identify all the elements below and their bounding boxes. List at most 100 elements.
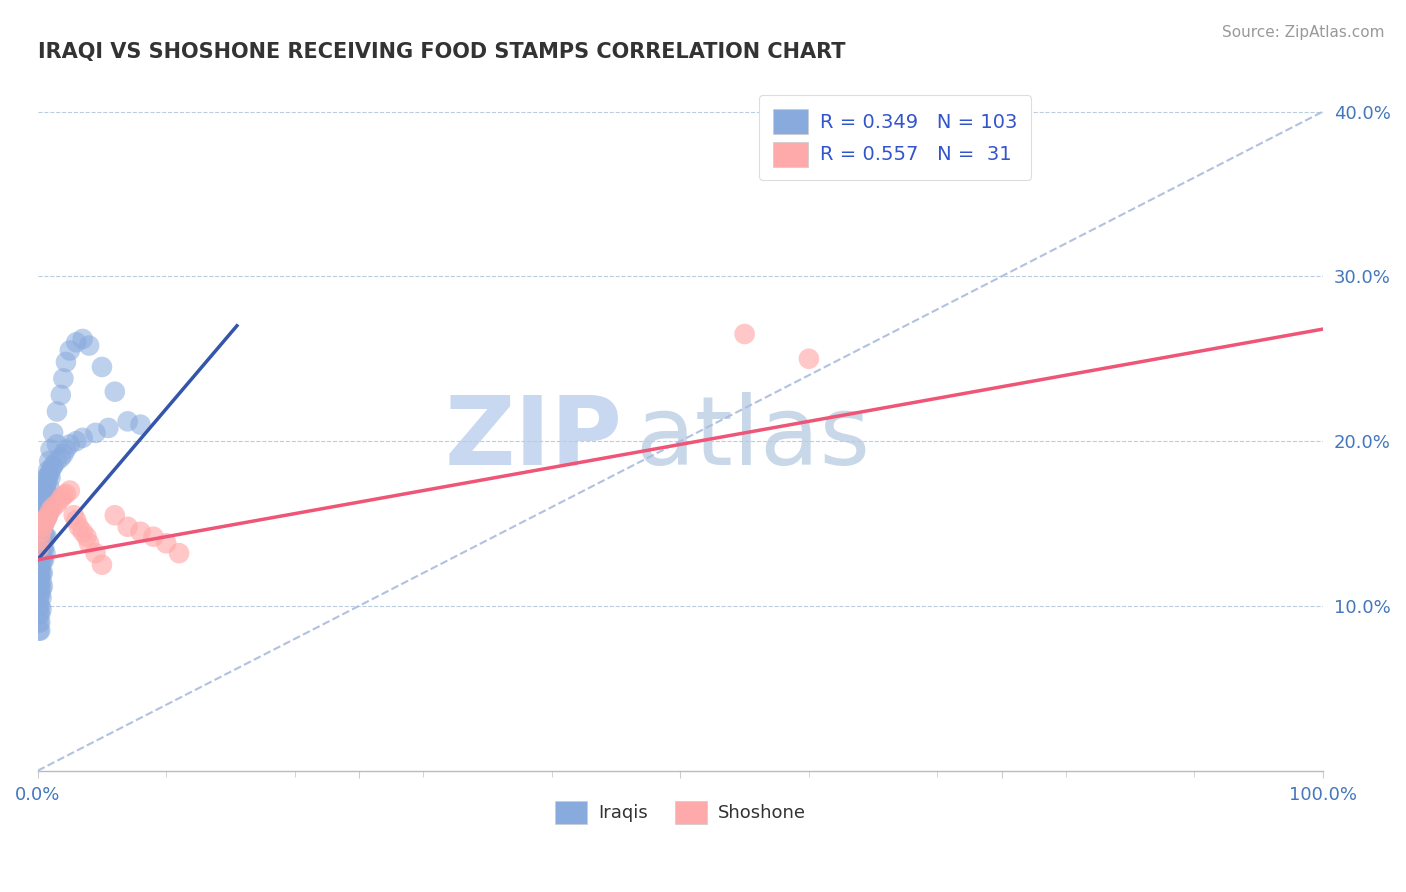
Point xyxy=(31,574,53,589)
Point xyxy=(32,503,55,517)
Point xyxy=(46,497,69,511)
Point xyxy=(28,558,51,572)
Point xyxy=(28,607,51,622)
Point xyxy=(67,520,90,534)
Point xyxy=(30,579,52,593)
Point xyxy=(31,536,53,550)
Point xyxy=(31,520,53,534)
Point xyxy=(30,607,52,622)
Point xyxy=(142,530,165,544)
Point xyxy=(31,524,53,539)
Point xyxy=(32,553,55,567)
Point xyxy=(28,582,51,597)
Point xyxy=(65,335,87,350)
Point xyxy=(30,624,52,638)
Point xyxy=(35,491,58,506)
Point xyxy=(30,546,52,560)
Point xyxy=(28,574,51,589)
Point xyxy=(31,530,53,544)
Point xyxy=(30,553,52,567)
Point xyxy=(31,520,53,534)
Point xyxy=(65,513,87,527)
Point xyxy=(28,541,51,556)
Point xyxy=(38,480,60,494)
Point xyxy=(31,558,53,572)
Point xyxy=(28,558,51,572)
Point xyxy=(32,541,55,556)
Point xyxy=(32,516,55,531)
Point xyxy=(55,487,77,501)
Point xyxy=(84,425,107,440)
Point xyxy=(39,464,62,478)
Text: ZIP: ZIP xyxy=(444,392,623,485)
Point xyxy=(97,421,120,435)
Point xyxy=(28,566,51,580)
Point xyxy=(31,508,53,523)
Point xyxy=(39,497,62,511)
Point xyxy=(37,508,59,523)
Point xyxy=(49,388,72,402)
Point xyxy=(46,437,69,451)
Point xyxy=(31,546,53,560)
Point xyxy=(31,541,53,556)
Point xyxy=(31,520,53,534)
Point xyxy=(34,480,56,494)
Point xyxy=(734,326,756,341)
Point xyxy=(117,414,139,428)
Point xyxy=(28,541,51,556)
Point xyxy=(35,530,58,544)
Point xyxy=(31,591,53,605)
Point xyxy=(797,351,820,366)
Point xyxy=(52,447,75,461)
Point xyxy=(31,524,53,539)
Point xyxy=(30,533,52,547)
Point xyxy=(31,566,53,580)
Point xyxy=(34,513,56,527)
Point xyxy=(91,359,114,374)
Point xyxy=(65,434,87,449)
Point xyxy=(31,533,53,547)
Point xyxy=(46,404,69,418)
Point xyxy=(129,417,152,432)
Point xyxy=(155,536,177,550)
Point xyxy=(37,487,59,501)
Point xyxy=(91,558,114,572)
Point xyxy=(32,530,55,544)
Point xyxy=(38,454,60,468)
Point xyxy=(28,599,51,613)
Point xyxy=(31,579,53,593)
Text: IRAQI VS SHOSHONE RECEIVING FOOD STAMPS CORRELATION CHART: IRAQI VS SHOSHONE RECEIVING FOOD STAMPS … xyxy=(38,42,845,62)
Point xyxy=(30,587,52,601)
Point xyxy=(35,475,58,490)
Point xyxy=(32,516,55,531)
Point xyxy=(42,425,65,440)
Legend: Iraqis, Shoshone: Iraqis, Shoshone xyxy=(554,801,806,824)
Point xyxy=(35,511,58,525)
Point xyxy=(55,442,77,457)
Point xyxy=(72,431,94,445)
Point xyxy=(30,563,52,577)
Text: atlas: atlas xyxy=(636,392,870,485)
Point xyxy=(117,520,139,534)
Point xyxy=(32,487,55,501)
Point xyxy=(42,500,65,514)
Point xyxy=(42,458,65,473)
Point xyxy=(37,508,59,523)
Point xyxy=(39,442,62,457)
Point xyxy=(34,497,56,511)
Point xyxy=(31,553,53,567)
Point xyxy=(31,566,53,580)
Point xyxy=(31,582,53,597)
Point xyxy=(104,384,127,399)
Point xyxy=(30,569,52,583)
Point xyxy=(39,470,62,484)
Point xyxy=(55,355,77,369)
Point xyxy=(34,480,56,494)
Point xyxy=(37,470,59,484)
Point xyxy=(129,524,152,539)
Point xyxy=(52,488,75,502)
Point xyxy=(31,508,53,523)
Point xyxy=(28,615,51,630)
Point xyxy=(62,508,84,523)
Point xyxy=(104,508,127,523)
